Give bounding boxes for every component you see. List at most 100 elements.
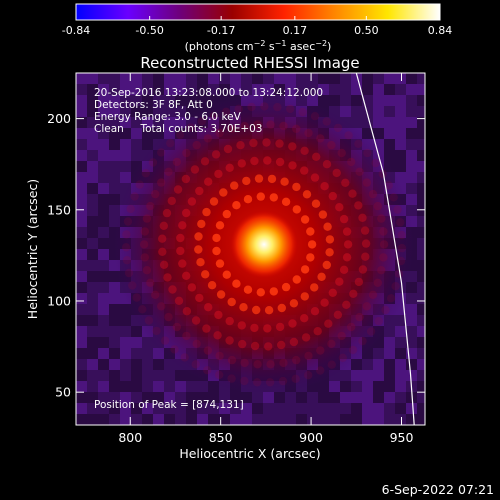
ripple-blob (182, 148, 191, 158)
background-cell (318, 84, 329, 95)
background-cell (318, 73, 329, 84)
background-cell (384, 150, 395, 161)
background-cell (164, 117, 175, 128)
ripple-blob (181, 174, 191, 184)
background-cell (120, 128, 131, 139)
background-cell (109, 414, 120, 425)
ripple-blob (128, 281, 137, 290)
background-cell (384, 348, 395, 359)
background-cell (87, 282, 98, 293)
background-cell (76, 106, 87, 117)
background-cell (120, 381, 131, 392)
background-cell (109, 227, 120, 238)
ripple-blob (325, 235, 335, 244)
ripple-blob (328, 191, 337, 201)
background-cell (76, 117, 87, 128)
background-cell (384, 392, 395, 403)
background-cell (142, 139, 153, 150)
background-cell (131, 95, 142, 106)
ripple-blob (240, 376, 249, 386)
background-cell (362, 392, 373, 403)
ripple-blob (263, 324, 272, 333)
background-cell (142, 359, 153, 370)
ripple-blob (263, 156, 272, 165)
background-cell (417, 128, 425, 139)
background-cell (131, 128, 142, 139)
background-cell (76, 304, 87, 315)
background-cell (87, 304, 98, 315)
ripple-blob (286, 104, 295, 114)
background-cell (384, 139, 395, 150)
background-cell (164, 392, 175, 403)
ripple-blob (265, 378, 275, 387)
background-cell (120, 359, 131, 370)
background-cell (417, 414, 425, 425)
background-cell (98, 73, 109, 84)
ripple-blob (347, 157, 356, 167)
ripple-blob (344, 131, 353, 140)
background-cell (406, 139, 417, 150)
background-cell (98, 150, 109, 161)
ripple-blob (328, 288, 337, 297)
ripple-blob (300, 265, 310, 274)
ripple-blob (170, 345, 179, 354)
ripple-blob (288, 142, 297, 151)
ripple-blob (339, 214, 349, 224)
ripple-blob (215, 259, 225, 268)
background-cell (120, 337, 131, 348)
ripple-blob (361, 239, 371, 248)
background-cell (120, 172, 131, 183)
ripple-blob (164, 312, 173, 322)
background-cell (417, 359, 425, 370)
background-cell (109, 84, 120, 95)
background-cell (76, 227, 87, 238)
background-cell (406, 106, 417, 117)
background-cell (175, 381, 186, 392)
background-cell (417, 348, 425, 359)
background-cell (241, 414, 252, 425)
ripple-blob (280, 177, 289, 186)
ripple-blob (289, 337, 299, 347)
ripple-blob (279, 358, 288, 368)
background-cell (98, 414, 109, 425)
background-cell (98, 84, 109, 95)
background-cell (87, 117, 98, 128)
background-cell (362, 414, 373, 425)
ripple-blob (342, 227, 352, 236)
ripple-blob (167, 196, 176, 206)
ripple-blob (379, 253, 388, 262)
background-cell (87, 348, 98, 359)
ripple-blob (322, 260, 331, 270)
x-tick-label: 850 (209, 430, 233, 445)
background-cell (98, 161, 109, 172)
background-cell (131, 403, 142, 414)
background-cell (340, 370, 351, 381)
ripple-blob (194, 245, 203, 254)
ripple-blob (182, 208, 191, 218)
background-cell (142, 73, 153, 84)
ripple-blob (373, 201, 382, 211)
ripple-blob (121, 243, 131, 252)
background-cell (98, 392, 109, 403)
background-cell (406, 315, 417, 326)
background-cell (406, 150, 417, 161)
background-cell (219, 414, 230, 425)
background-cell (120, 370, 131, 381)
ripple-blob (393, 205, 402, 214)
ripple-blob (389, 193, 398, 202)
background-cell (373, 337, 384, 348)
background-cell (395, 304, 406, 315)
ripple-blob (253, 378, 262, 387)
ripple-blob (253, 120, 262, 129)
background-cell (373, 381, 384, 392)
background-cell (241, 392, 252, 403)
chart-title: Reconstructed RHESSI Image (140, 54, 359, 72)
ripple-blob (307, 240, 317, 249)
ripple-blob (214, 310, 223, 320)
ripple-blob (354, 139, 363, 148)
background-cell (395, 359, 406, 370)
ripple-blob (172, 322, 182, 332)
background-cell (285, 73, 296, 84)
ripple-blob (207, 281, 217, 290)
background-cell (384, 370, 395, 381)
